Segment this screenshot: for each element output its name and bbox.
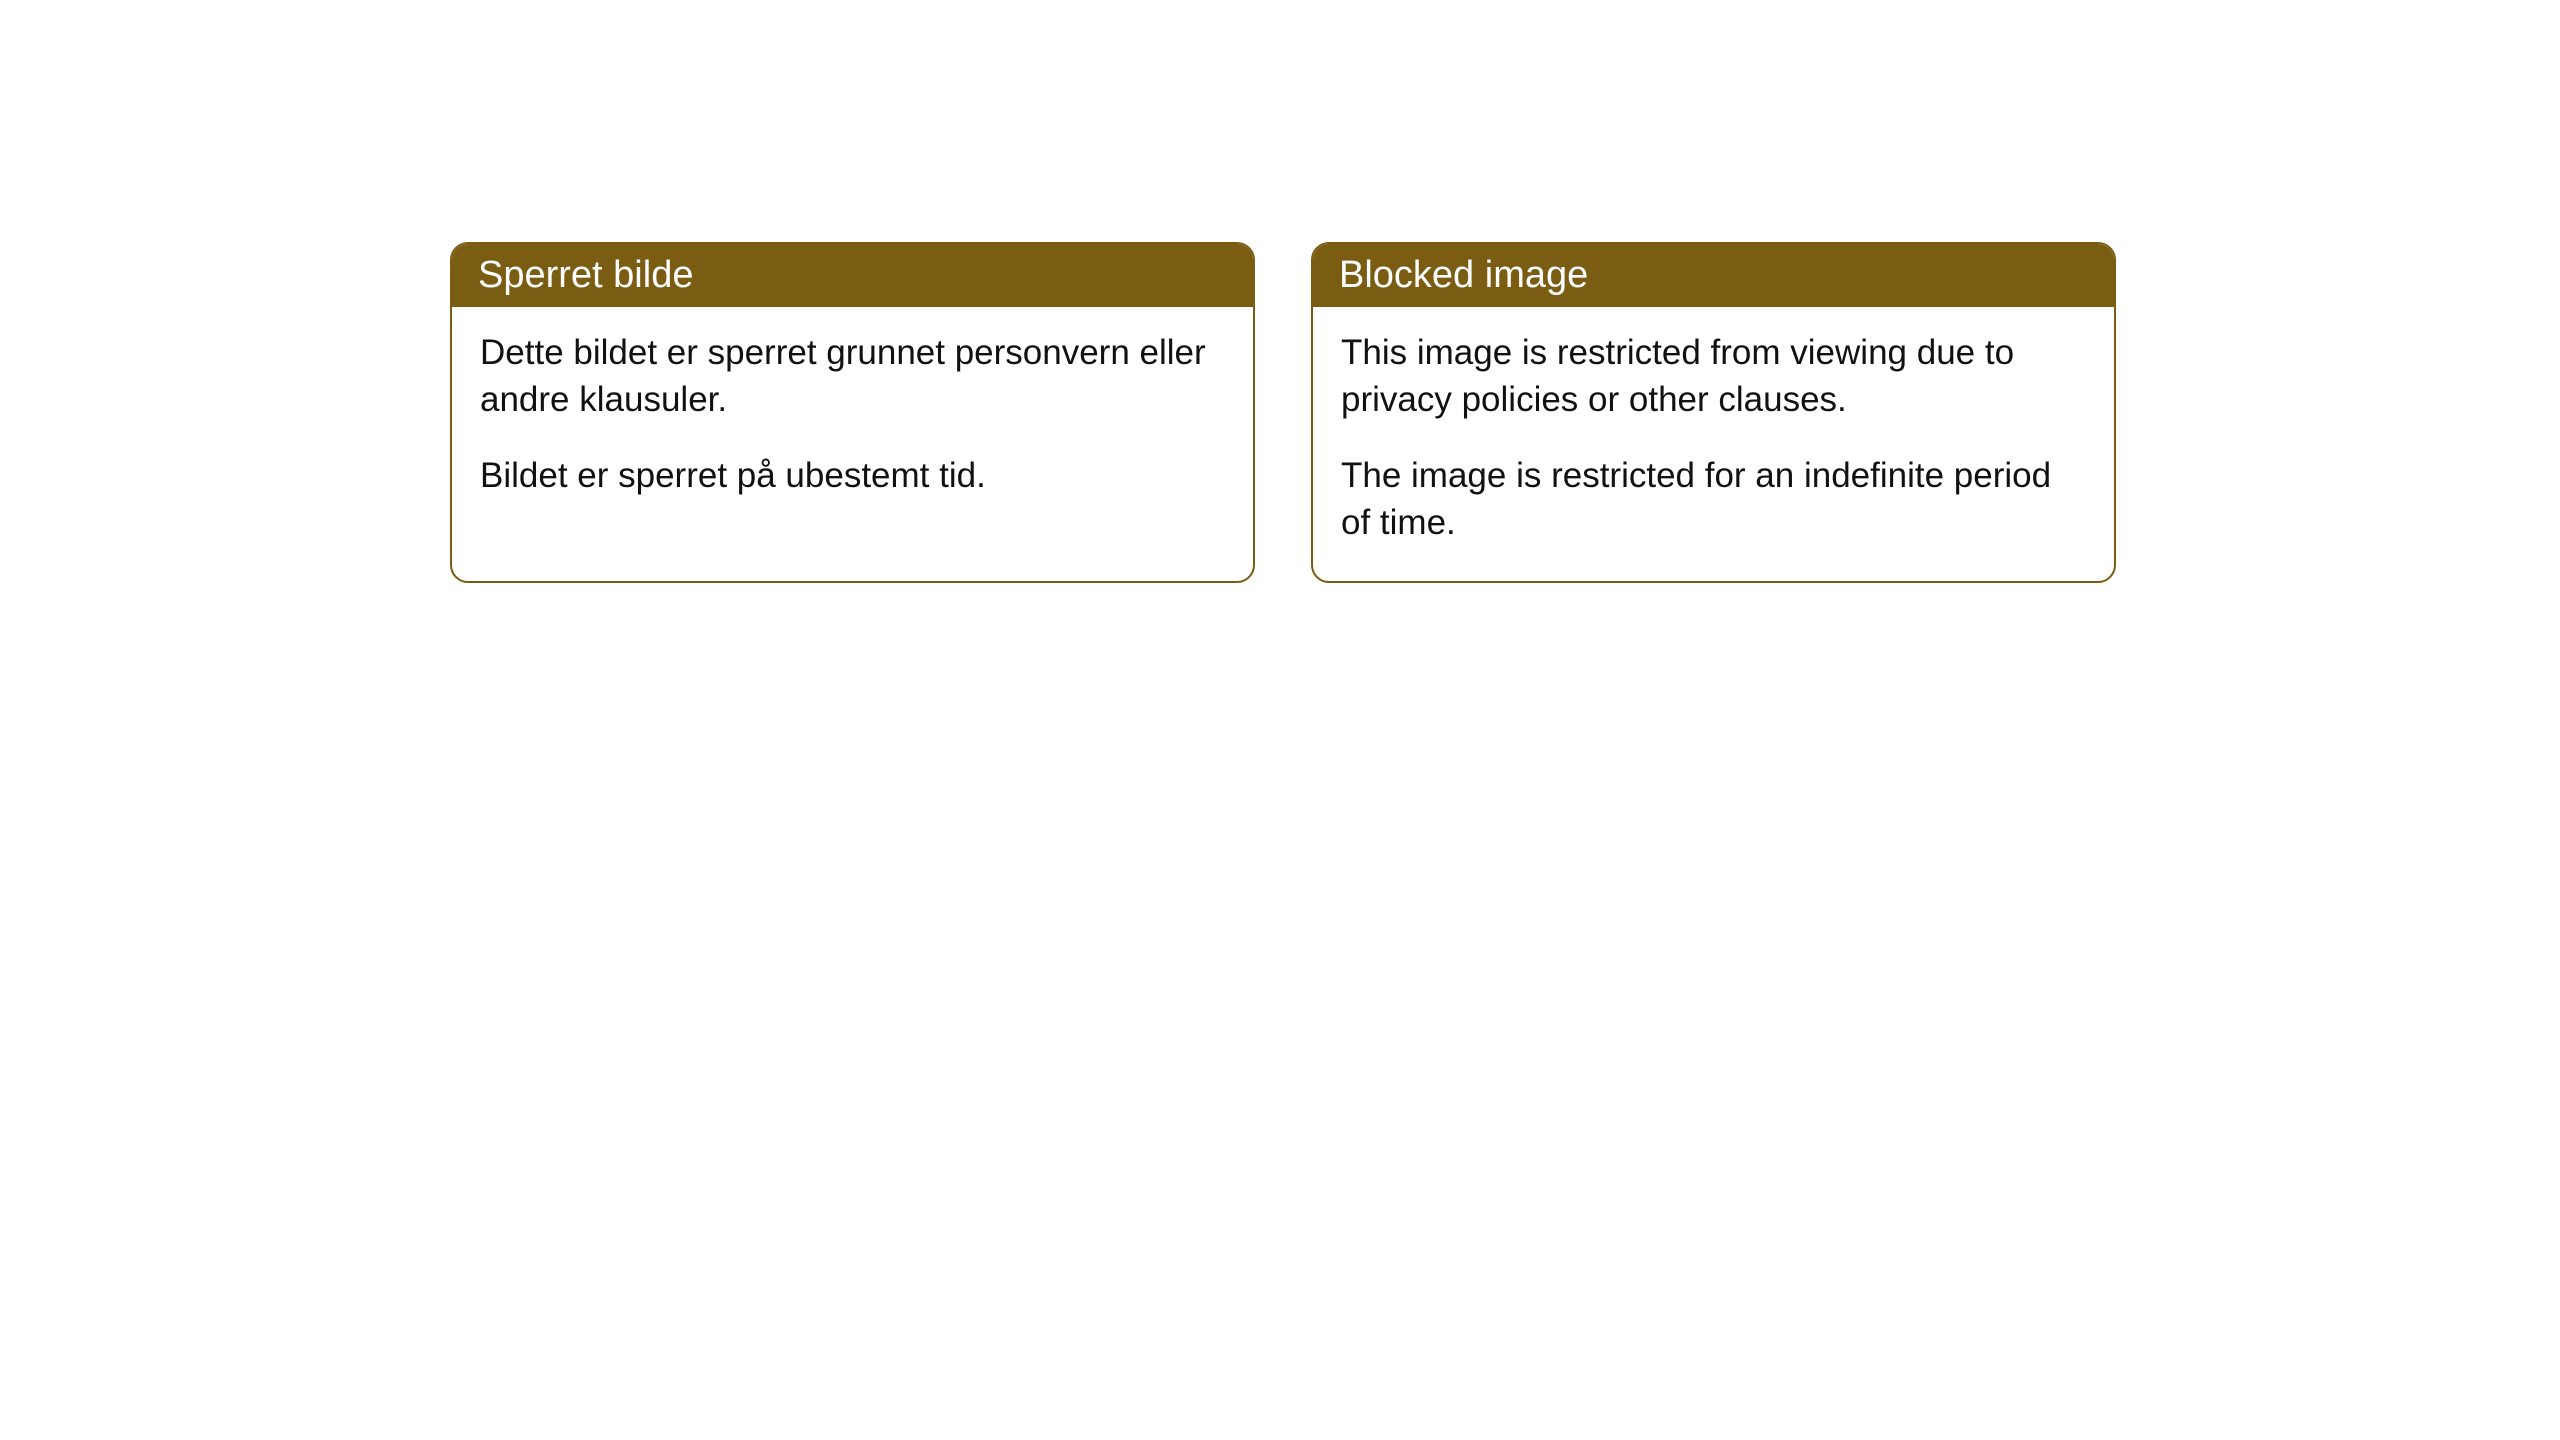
notice-card-english: Blocked image This image is restricted f…: [1311, 242, 2116, 583]
notice-card-norwegian: Sperret bilde Dette bildet er sperret gr…: [450, 242, 1255, 583]
card-paragraph: Bildet er sperret på ubestemt tid.: [480, 452, 1225, 499]
card-body: Dette bildet er sperret grunnet personve…: [452, 307, 1253, 534]
card-header: Sperret bilde: [452, 244, 1253, 307]
card-paragraph: Dette bildet er sperret grunnet personve…: [480, 329, 1225, 424]
card-header: Blocked image: [1313, 244, 2114, 307]
notice-cards-container: Sperret bilde Dette bildet er sperret gr…: [450, 242, 2560, 583]
card-paragraph: This image is restricted from viewing du…: [1341, 329, 2086, 424]
card-title: Sperret bilde: [478, 254, 693, 296]
card-body: This image is restricted from viewing du…: [1313, 307, 2114, 581]
card-title: Blocked image: [1339, 254, 1588, 296]
card-paragraph: The image is restricted for an indefinit…: [1341, 452, 2086, 547]
